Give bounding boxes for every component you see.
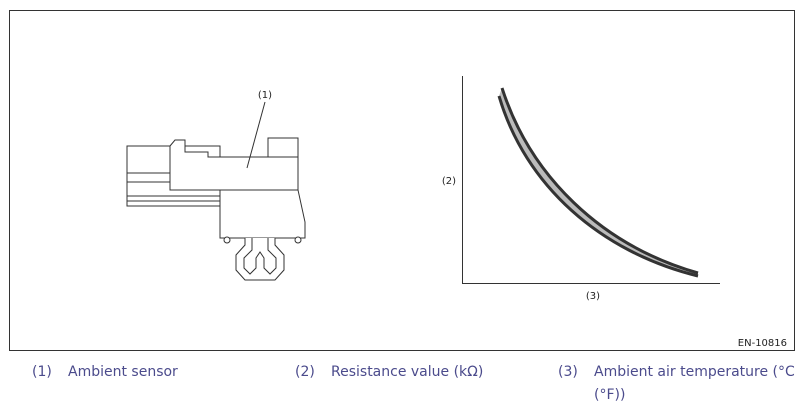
callout: (3) [586,291,600,302]
leader-line [246,101,266,169]
clip-slot [243,238,277,275]
legend-text: Ambient sensor [68,364,178,380]
sensor-body [169,137,306,239]
callout: (2) [442,176,456,187]
figure: (1) (2) (3) EN-10816 [9,10,795,351]
callout: (1) [258,90,272,101]
figure-code: EN-10816 [738,338,787,349]
legend-number: (3) [558,364,578,380]
curve [497,95,699,278]
legend-text: Resistance value (kΩ) [331,364,484,380]
pin [294,236,302,244]
legend-text: Ambient air temperature (°C (°F)) [594,364,795,403]
curve [500,87,699,275]
legend-number: (1) [32,364,52,380]
legend-number: (2) [295,364,315,380]
sensor-drawing [126,137,306,281]
pin [223,236,231,244]
